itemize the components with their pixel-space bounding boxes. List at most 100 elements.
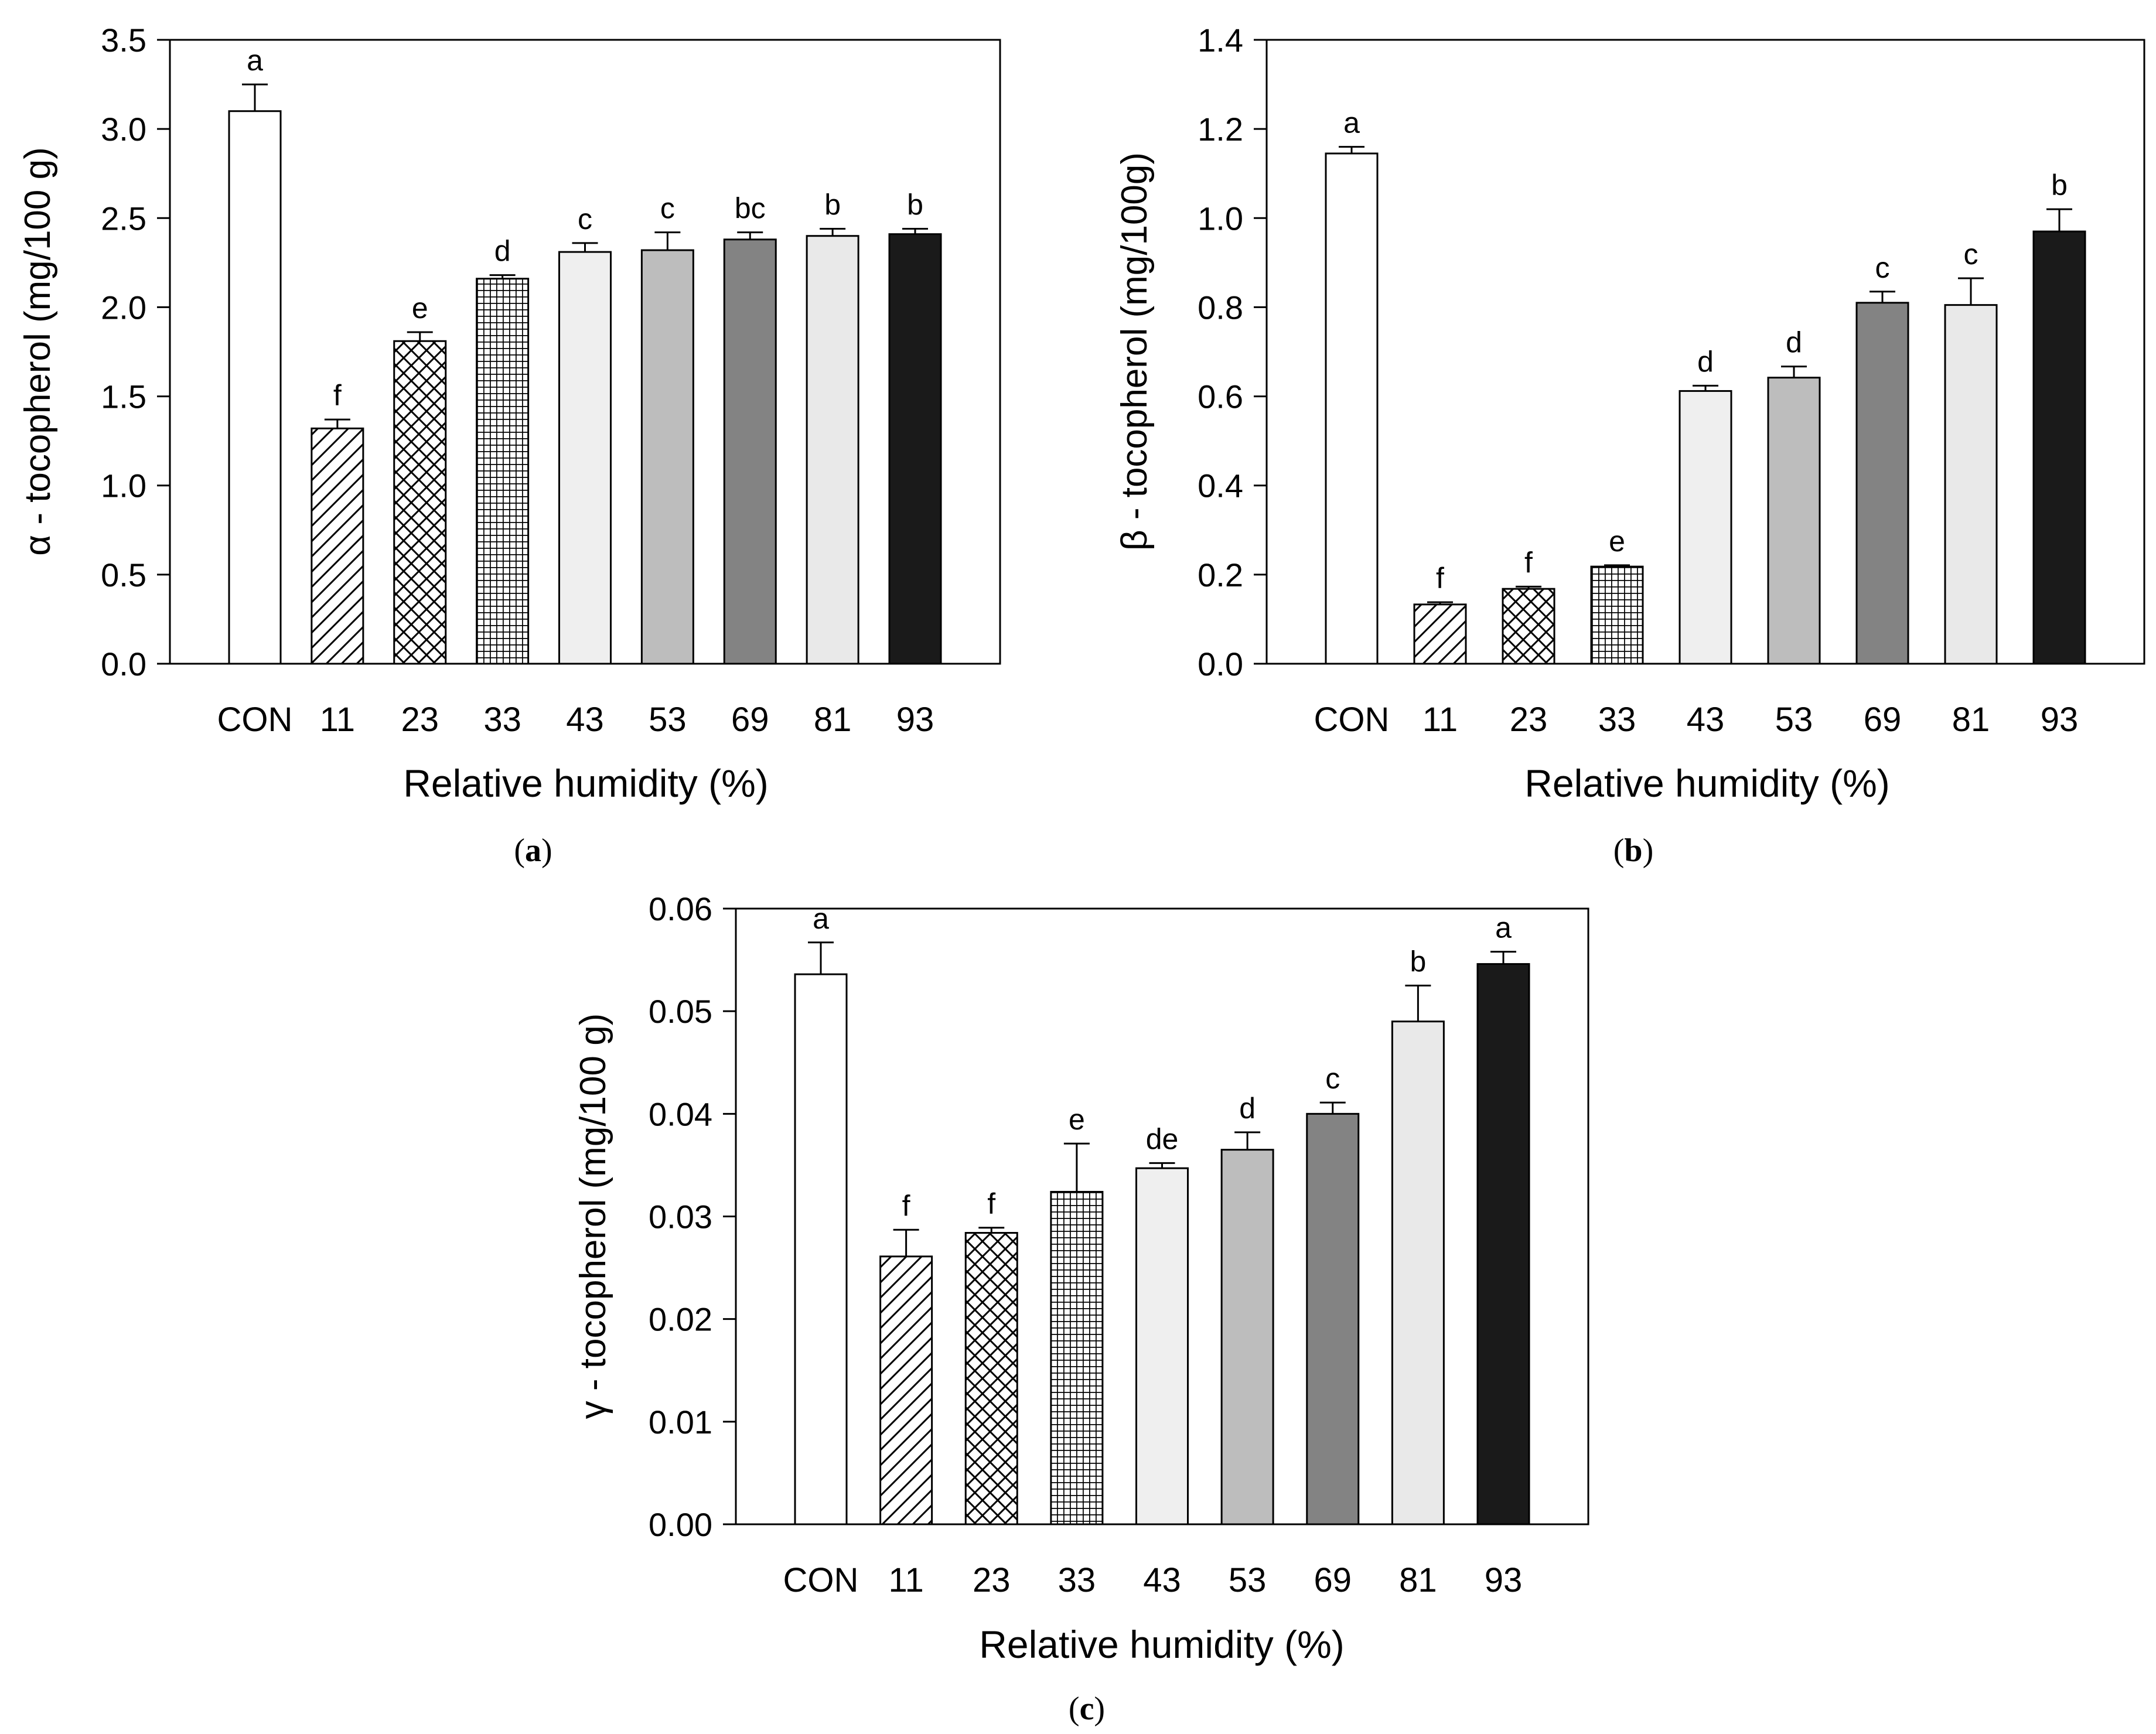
bar-43 <box>1679 390 1732 665</box>
x-tick-label-81: 81 <box>814 701 852 739</box>
caption-letter: b <box>1624 832 1642 869</box>
caption-close-paren: ) <box>1643 832 1654 869</box>
y-tick-label: 1.4 <box>1198 22 1243 59</box>
error-bar-43 <box>1693 384 1718 391</box>
significance-letter-93: a <box>1495 912 1512 944</box>
x-tick-label-93: 93 <box>2041 701 2079 739</box>
x-tick-label-43: 43 <box>1143 1561 1181 1599</box>
bar-69 <box>1306 1112 1360 1525</box>
significance-letter-33: e <box>1609 525 1625 558</box>
error-bar-93 <box>1490 951 1516 964</box>
y-axis-label: α - tocopherol (mg/100 g) <box>18 147 58 556</box>
x-tick-label-81: 81 <box>1399 1561 1437 1599</box>
significance-letter-81: c <box>1964 238 1978 271</box>
significance-letter-11: f <box>333 379 342 412</box>
error-bar-53 <box>654 231 681 251</box>
x-tick-label-11: 11 <box>320 701 355 739</box>
y-tick-label: 0.6 <box>1198 378 1243 415</box>
bar-53 <box>1767 377 1821 665</box>
error-bar-93 <box>902 228 928 234</box>
x-tick-label-CON: CON <box>783 1561 859 1599</box>
error-bar-53 <box>1781 366 1807 378</box>
bar-CON <box>794 973 848 1525</box>
error-bar-53 <box>1234 1131 1261 1150</box>
bar-93 <box>1476 963 1530 1525</box>
y-tick-label: 0.0 <box>101 646 146 682</box>
error-bar-11 <box>893 1228 919 1257</box>
error-bar-33 <box>1063 1142 1090 1192</box>
y-tick-label: 0.03 <box>649 1199 712 1235</box>
x-tick-label-81: 81 <box>1952 701 1990 739</box>
plot-frame <box>169 39 1001 665</box>
y-tick-label: 0.05 <box>649 993 712 1030</box>
bar-43 <box>558 251 612 665</box>
x-tick-label-33: 33 <box>1058 1561 1096 1599</box>
y-tick-label: 0.4 <box>1198 467 1243 504</box>
x-tick-label-CON: CON <box>217 701 293 739</box>
error-bar-43 <box>572 242 598 252</box>
bar-33 <box>1050 1190 1104 1525</box>
bar-11 <box>311 427 364 665</box>
error-bar-11 <box>324 418 350 429</box>
error-bar-69 <box>1870 291 1895 303</box>
x-tick-label-53: 53 <box>649 701 687 739</box>
bar-33 <box>476 278 530 665</box>
x-tick-label-69: 69 <box>1864 701 1902 739</box>
y-tick-label: 0.01 <box>649 1404 712 1441</box>
bar-11 <box>1413 603 1467 665</box>
bar-93 <box>888 233 942 665</box>
bar-11 <box>879 1255 933 1525</box>
panel-caption: (c) <box>1069 1691 1105 1727</box>
bar-53 <box>1220 1149 1274 1525</box>
bar-81 <box>806 235 859 665</box>
x-tick-label-93: 93 <box>896 701 934 739</box>
chart-panel-c: a CON f 11 f 23 e 33 de 43 d 53 c 69 b 81 a 93 0.00 0.01 0.0… <box>573 890 1589 1727</box>
y-axis-label: β - tocopherol (mg/100g) <box>1114 152 1155 551</box>
y-tick-label: 0.8 <box>1198 289 1243 326</box>
error-bar-81 <box>1958 277 1984 305</box>
x-tick-label-23: 23 <box>973 1561 1011 1599</box>
bar-81 <box>1391 1020 1445 1525</box>
y-axis-label: γ - tocopherol (mg/100 g) <box>573 1013 613 1419</box>
bar-23 <box>393 340 447 665</box>
significance-letter-CON: a <box>1343 107 1360 139</box>
error-bar-69 <box>737 231 763 240</box>
bar-23 <box>964 1232 1018 1525</box>
significance-letter-93: b <box>907 189 923 221</box>
x-axis-label: Relative humidity (%) <box>979 1623 1345 1666</box>
x-tick-label-93: 93 <box>1485 1561 1523 1599</box>
error-bar-81 <box>820 228 846 236</box>
bar-CON <box>228 110 282 665</box>
y-tick-label: 0.5 <box>101 557 146 593</box>
significance-letter-69: c <box>1325 1062 1340 1095</box>
error-bar-33 <box>489 274 516 279</box>
panel-caption: (a) <box>514 832 552 869</box>
significance-letter-43: c <box>578 203 592 235</box>
error-bar-33 <box>1604 564 1630 567</box>
x-tick-label-23: 23 <box>401 701 439 739</box>
x-tick-label-33: 33 <box>483 701 521 739</box>
caption-open-paren: ( <box>1069 1691 1080 1727</box>
error-bar-23 <box>407 331 433 342</box>
y-tick-label: 1.2 <box>1198 111 1243 148</box>
error-bar-23 <box>1516 585 1541 589</box>
bar-33 <box>1590 565 1644 665</box>
y-tick-label: 0.00 <box>649 1506 712 1543</box>
significance-letter-81: b <box>824 189 841 221</box>
significance-letter-53: d <box>1786 326 1802 359</box>
error-bar-CON <box>808 941 834 975</box>
error-bar-81 <box>1405 984 1431 1022</box>
significance-letter-33: d <box>494 235 511 268</box>
significance-letter-23: e <box>412 292 428 325</box>
x-tick-label-11: 11 <box>1422 701 1458 739</box>
significance-letter-69: c <box>1875 251 1890 284</box>
significance-letter-CON: a <box>247 44 263 77</box>
bar-69 <box>723 238 777 665</box>
x-axis-label: Relative humidity (%) <box>1524 762 1890 805</box>
panel-caption: (b) <box>1613 832 1653 869</box>
bar-69 <box>1855 302 1909 665</box>
error-bar-69 <box>1319 1101 1346 1114</box>
error-bar-CON <box>1339 146 1364 153</box>
x-tick-label-CON: CON <box>1314 701 1390 739</box>
error-bar-43 <box>1149 1162 1175 1169</box>
